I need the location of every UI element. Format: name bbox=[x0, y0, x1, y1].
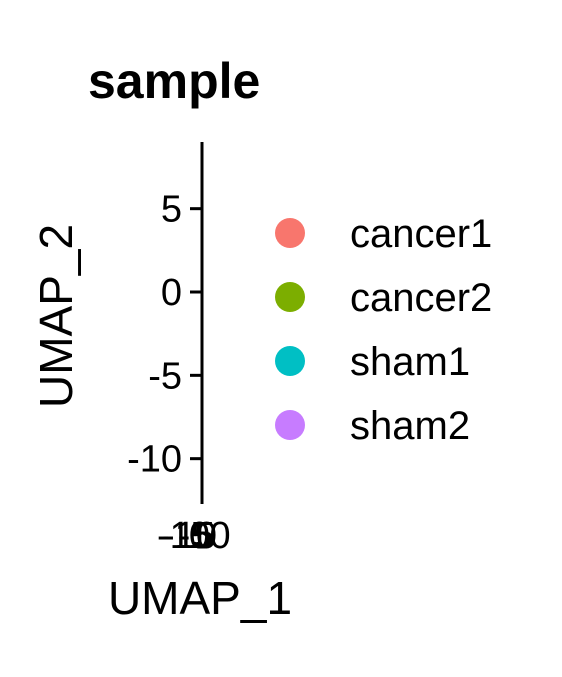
legend-item: cancer1 bbox=[275, 212, 492, 256]
legend-label: cancer2 bbox=[350, 276, 492, 320]
x-tick-label: 10 bbox=[188, 515, 230, 557]
x-tick-label: -10 bbox=[162, 515, 217, 557]
x-tick-label: 5 bbox=[194, 515, 215, 557]
y-tick-label: 0 bbox=[161, 272, 182, 314]
legend-marker bbox=[275, 410, 305, 440]
legend-marker bbox=[275, 218, 305, 248]
y-axis-label: UMAP_2 bbox=[30, 224, 82, 408]
legend-marker bbox=[275, 346, 305, 376]
chart-title: sample bbox=[88, 53, 260, 109]
legend-item: cancer2 bbox=[275, 276, 492, 320]
legend: cancer1 cancer2 sham1 sham2 bbox=[275, 212, 492, 448]
y-axis-ticks: 5 0 -5 -10 bbox=[127, 189, 202, 481]
legend-item: sham2 bbox=[275, 404, 470, 448]
x-axis-label: UMAP_1 bbox=[108, 572, 292, 624]
legend-item: sham1 bbox=[275, 340, 470, 384]
legend-label: cancer1 bbox=[350, 212, 492, 256]
y-tick-label: -5 bbox=[148, 355, 182, 397]
y-tick-label: -10 bbox=[127, 439, 182, 481]
legend-label: sham1 bbox=[350, 340, 470, 384]
x-tick-label: -15 bbox=[157, 515, 212, 557]
legend-label: sham2 bbox=[350, 404, 470, 448]
x-tick-label: 0 bbox=[189, 515, 210, 557]
y-tick-label: 5 bbox=[161, 189, 182, 231]
x-tick-label: -5 bbox=[178, 515, 212, 557]
legend-marker bbox=[275, 282, 305, 312]
